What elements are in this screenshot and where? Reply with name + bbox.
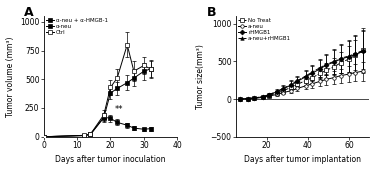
Legend: α-neu + α-HMGB-1, α-neu, Ctrl: α-neu + α-HMGB-1, α-neu, Ctrl bbox=[45, 18, 108, 36]
Text: A: A bbox=[24, 6, 33, 19]
Y-axis label: Tumor size(mm³): Tumor size(mm³) bbox=[196, 44, 205, 109]
X-axis label: Days after tumor inoculation: Days after tumor inoculation bbox=[55, 155, 166, 164]
Text: **: ** bbox=[115, 105, 123, 114]
Y-axis label: Tumor volume (mm³): Tumor volume (mm³) bbox=[6, 36, 15, 117]
X-axis label: Days after tumor implantation: Days after tumor implantation bbox=[244, 155, 361, 164]
Text: B: B bbox=[206, 6, 216, 19]
Legend: No Treat, a-neu, rHMGB1, a-neu+rHMGB1: No Treat, a-neu, rHMGB1, a-neu+rHMGB1 bbox=[237, 18, 292, 41]
